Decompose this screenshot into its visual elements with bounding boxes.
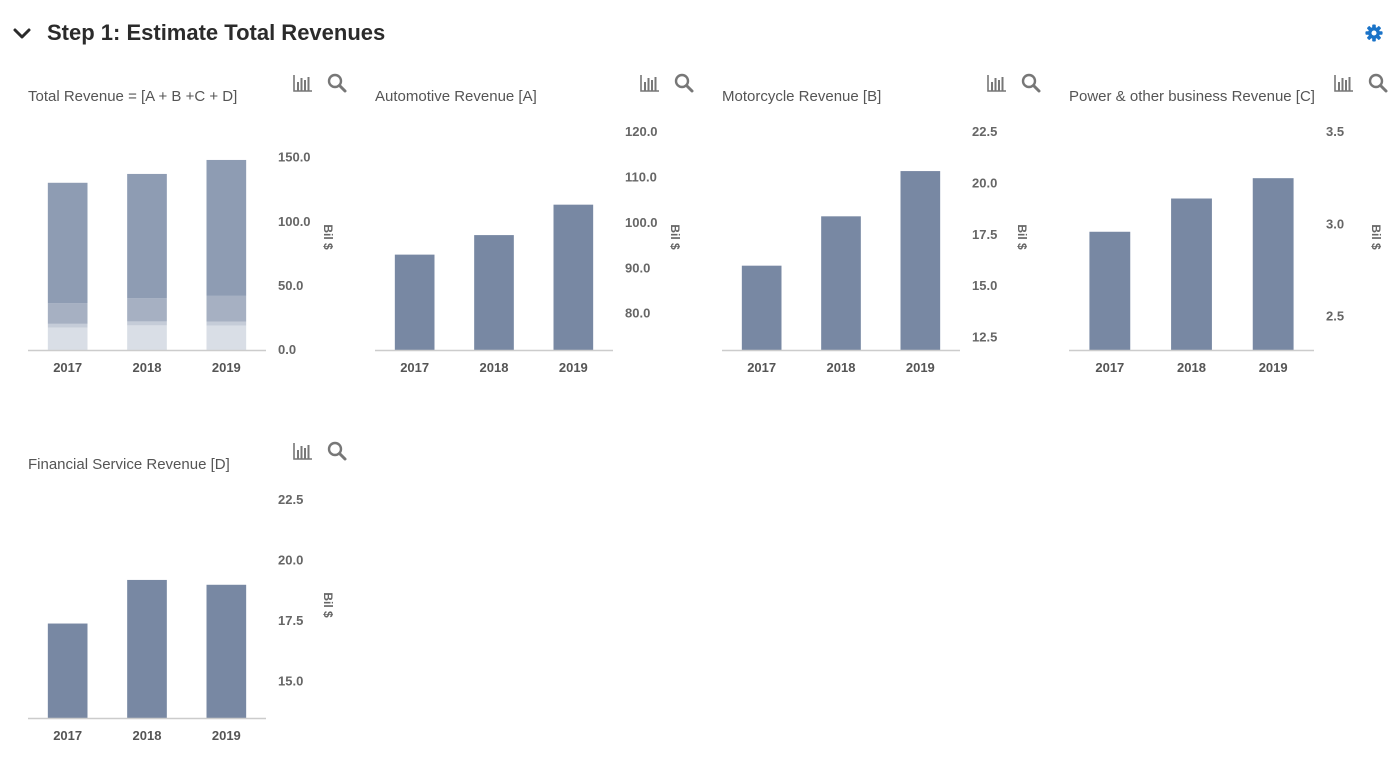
bar-segment[interactable]	[47, 323, 88, 328]
x-tick-label: 2019	[212, 360, 241, 375]
x-tick-label: 2018	[133, 360, 162, 375]
bar-segment[interactable]	[127, 321, 167, 326]
y-axis-label: Bil $	[1369, 224, 1383, 250]
chart-panel: Financial Service Revenue [D] 15.0 17.5 20…	[28, 440, 373, 770]
page-title: Step 1: Estimate Total Revenues	[47, 20, 386, 45]
x-tick-label: 2018	[827, 360, 856, 375]
chart-title: Power & other business Revenue [C]	[1069, 88, 1315, 105]
x-tick-label: 2019	[212, 728, 241, 743]
chart-panel: Power & other business Revenue [C] 2.5 3.…	[1069, 72, 1399, 402]
x-tick-label: 2018	[1177, 360, 1206, 375]
gear-icon[interactable]	[1365, 24, 1383, 42]
chart: 2.5 3.0 3.5 Bil $ 2017 2018 2019	[1069, 124, 1383, 375]
bar-segment[interactable]	[206, 159, 247, 296]
bar-segment[interactable]	[127, 325, 167, 350]
y-tick-label: 2.5	[1326, 309, 1344, 324]
search-icon[interactable]	[326, 440, 348, 462]
bar-chart-icon[interactable]	[639, 72, 661, 94]
bar-chart-icon[interactable]	[1333, 72, 1355, 94]
bar[interactable]	[394, 254, 435, 350]
bar-segment[interactable]	[206, 321, 247, 326]
y-tick-label: 150.0	[278, 150, 311, 165]
y-tick-label: 100.0	[625, 215, 658, 230]
search-icon[interactable]	[1367, 72, 1389, 94]
bar[interactable]	[821, 216, 861, 350]
chart: 15.0 17.5 20.0 22.5 Bil $ 2017 2018 2019	[28, 492, 335, 743]
x-tick-label: 2019	[1259, 360, 1288, 375]
y-tick-label: 80.0	[625, 306, 650, 321]
y-tick-label: 17.5	[278, 613, 303, 628]
x-tick-label: 2018	[133, 728, 162, 743]
bar[interactable]	[1252, 178, 1294, 350]
y-tick-label: 20.0	[278, 553, 303, 568]
y-tick-label: 20.0	[972, 175, 997, 190]
bar-segment[interactable]	[127, 298, 167, 322]
x-tick-label: 2019	[559, 360, 588, 375]
y-axis-label: Bil $	[668, 224, 682, 250]
bar-segment[interactable]	[47, 182, 88, 304]
y-tick-label: 15.0	[278, 674, 303, 689]
bar-segment[interactable]	[206, 325, 247, 350]
y-tick-label: 110.0	[625, 169, 657, 184]
x-tick-label: 2017	[747, 360, 776, 375]
y-tick-label: 120.0	[625, 124, 658, 139]
chart-title: Automotive Revenue [A]	[375, 88, 537, 105]
bar[interactable]	[741, 265, 782, 350]
chart-title: Motorcycle Revenue [B]	[722, 88, 882, 105]
y-tick-label: 3.5	[1326, 124, 1344, 139]
chart-title: Total Revenue = [A + B +C + D]	[28, 88, 238, 105]
bar[interactable]	[900, 171, 941, 350]
chart: 80.0 90.0 100.0 110.0 120.0 Bil $ 2017 2018 2019	[375, 124, 682, 375]
bar[interactable]	[1089, 231, 1131, 350]
bar-segment[interactable]	[47, 303, 88, 324]
bar-chart-icon[interactable]	[292, 72, 314, 94]
bar[interactable]	[1171, 198, 1212, 350]
y-tick-label: 17.5	[972, 227, 997, 242]
search-icon[interactable]	[326, 72, 348, 94]
x-tick-label: 2017	[1095, 360, 1124, 375]
y-tick-label: 22.5	[972, 124, 997, 139]
chart-panel: Automotive Revenue [A] 80.0 90.0 100.0 110.…	[375, 72, 720, 402]
y-tick-label: 22.5	[278, 492, 303, 507]
bar[interactable]	[206, 584, 247, 718]
bar[interactable]	[553, 204, 594, 350]
chart-panel: Total Revenue = [A + B +C + D] 0.0 50.0 10…	[28, 72, 373, 402]
bar-chart-icon[interactable]	[292, 440, 314, 462]
chart: 12.5 15.0 17.5 20.0 22.5 Bil $ 2017 2018 2019	[722, 124, 1029, 375]
chevron-down-icon[interactable]	[12, 24, 32, 44]
bar[interactable]	[127, 579, 167, 718]
y-axis-label: Bil $	[321, 592, 335, 618]
x-tick-label: 2017	[53, 360, 82, 375]
bar-segment[interactable]	[47, 327, 88, 350]
chart: 0.0 50.0 100.0 150.0 Bil $ 2017 2018 2019	[28, 150, 335, 375]
bar-segment[interactable]	[127, 173, 167, 299]
search-icon[interactable]	[1020, 72, 1042, 94]
bar-segment[interactable]	[206, 295, 247, 322]
y-tick-label: 0.0	[278, 342, 296, 357]
section-header: Step 1: Estimate Total Revenues	[0, 0, 1400, 68]
x-tick-label: 2017	[400, 360, 429, 375]
bar[interactable]	[474, 235, 514, 350]
x-tick-label: 2017	[53, 728, 82, 743]
y-tick-label: 90.0	[625, 260, 650, 275]
y-tick-label: 12.5	[972, 330, 997, 345]
x-tick-label: 2019	[906, 360, 935, 375]
y-axis-label: Bil $	[1015, 224, 1029, 250]
bar-chart-icon[interactable]	[986, 72, 1008, 94]
y-tick-label: 15.0	[972, 278, 997, 293]
y-tick-label: 50.0	[278, 278, 303, 293]
bar[interactable]	[47, 623, 88, 718]
chart-panel: Motorcycle Revenue [B] 12.5 15.0 17.5 20.0 2…	[722, 72, 1067, 402]
y-tick-label: 100.0	[278, 214, 311, 229]
y-tick-label: 3.0	[1326, 216, 1344, 231]
x-tick-label: 2018	[480, 360, 509, 375]
search-icon[interactable]	[673, 72, 695, 94]
y-axis-label: Bil $	[321, 224, 335, 250]
chart-title: Financial Service Revenue [D]	[28, 456, 230, 473]
